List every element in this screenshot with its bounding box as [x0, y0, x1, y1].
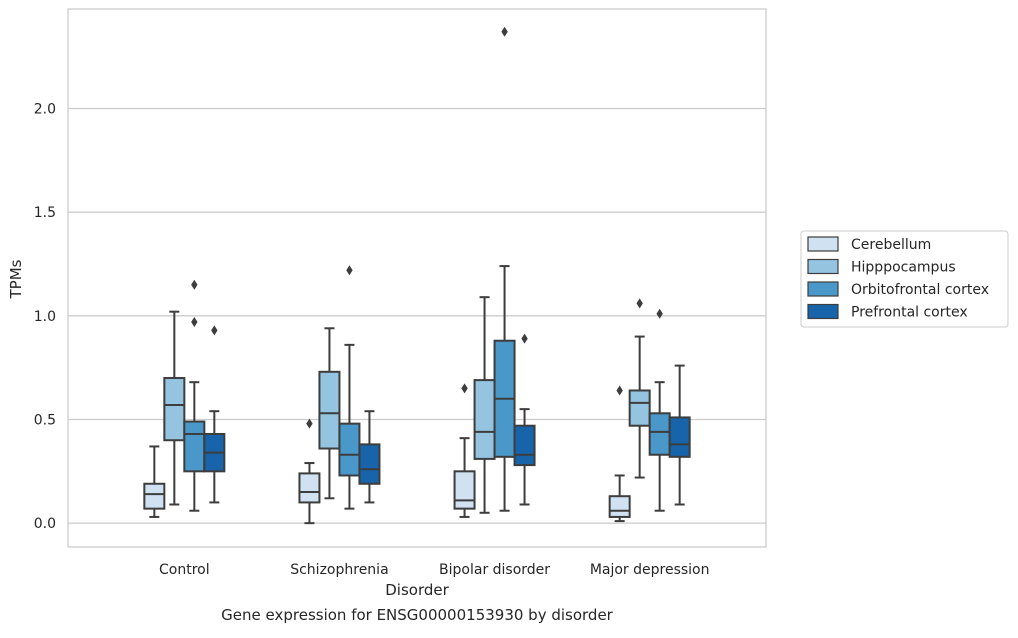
legend-label: Prefrontal cortex: [851, 305, 968, 321]
x-tick-label: Bipolar disorder: [439, 562, 550, 578]
box-hipppocampus: [163, 310, 186, 506]
y-tick-label: 1.5: [34, 205, 56, 221]
outlier-point: [636, 298, 643, 309]
box-hipppocampus: [628, 298, 651, 479]
outlier-point: [521, 333, 528, 344]
box-body: [628, 389, 651, 427]
y-tick-label: 2.0: [34, 102, 56, 118]
legend-swatch: [807, 303, 839, 320]
box-body: [513, 424, 536, 467]
legend-label: Hipppocampus: [851, 260, 956, 276]
box-plots: [143, 26, 691, 525]
x-tick-labels: Control Schizophrenia Bipolar disorder Majo…: [159, 562, 709, 578]
plot-frame: [67, 8, 767, 548]
legend-swatch: [807, 281, 839, 297]
outlier-point: [211, 325, 218, 336]
legend-swatch: [807, 236, 839, 252]
box-body: [453, 470, 476, 510]
outlier-point: [306, 418, 313, 429]
legend: Cerebellum Hipppocampus Orbitofrontal cort…: [800, 230, 1009, 328]
box-cerebellum: [453, 383, 476, 518]
box-body: [648, 412, 671, 456]
outlier-point: [656, 308, 663, 319]
x-tick-label: Schizophrenia: [290, 562, 388, 578]
box-body: [358, 443, 381, 485]
box-cerebellum: [298, 418, 321, 525]
box-prefrontal-cortex: [358, 410, 381, 504]
box-body: [163, 377, 186, 442]
box-orbitofrontal-cortex: [183, 279, 206, 512]
box-prefrontal-cortex: [513, 333, 536, 506]
x-axis-label: Disorder: [385, 581, 449, 599]
outlier-point: [616, 385, 623, 396]
box-body: [338, 422, 361, 477]
box-body: [143, 482, 166, 510]
box-cerebellum: [608, 385, 631, 523]
box-prefrontal-cortex: [203, 325, 226, 504]
outlier-point: [501, 26, 508, 37]
box-hipppocampus: [473, 296, 496, 514]
box-prefrontal-cortex: [668, 364, 691, 506]
box-body: [668, 416, 691, 458]
y-axis-label: TPMs: [7, 259, 25, 299]
box-body: [473, 379, 496, 460]
legend-label: Orbitofrontal cortex: [851, 282, 989, 298]
box-body: [318, 370, 341, 450]
outlier-point: [191, 279, 198, 290]
box-body: [608, 495, 631, 518]
x-tick-label: Major depression: [590, 562, 710, 578]
box-body: [298, 472, 321, 504]
box-hipppocampus: [318, 327, 341, 500]
y-tick-label: 1.0: [34, 309, 56, 325]
y-tick-labels: 0.0 0.5 1.0 1.5 2.0: [34, 102, 56, 533]
figure-caption: Gene expression for ENSG00000153930 by d…: [221, 606, 613, 624]
legend-swatch: [807, 258, 839, 275]
outlier-point: [346, 265, 353, 276]
y-tick-label: 0.5: [34, 412, 56, 428]
outlier-point: [461, 383, 468, 394]
x-tick-label: Control: [159, 562, 210, 578]
box-orbitofrontal-cortex: [493, 26, 516, 512]
outlier-point: [191, 317, 198, 328]
plot-area-background: [68, 9, 766, 547]
y-tick-label: 0.0: [34, 516, 56, 532]
box-orbitofrontal-cortex: [648, 308, 671, 512]
box-body: [183, 420, 206, 473]
legend-frame: [800, 230, 1009, 328]
box-cerebellum: [143, 445, 166, 518]
legend-label: Cerebellum: [851, 237, 931, 253]
